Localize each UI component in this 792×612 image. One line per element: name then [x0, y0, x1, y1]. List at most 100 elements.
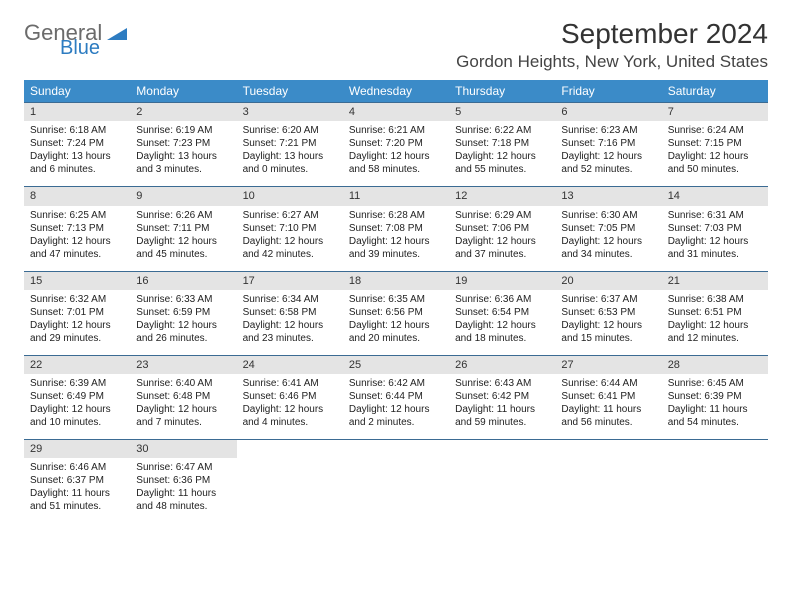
day-number-cell: [343, 440, 449, 459]
sunset-text: Sunset: 6:46 PM: [243, 390, 337, 403]
day-content-cell: Sunrise: 6:44 AMSunset: 6:41 PMDaylight:…: [555, 374, 661, 440]
sunrise-text: Sunrise: 6:28 AM: [349, 209, 443, 222]
daylight-text: Daylight: 12 hours and 2 minutes.: [349, 403, 443, 429]
sunset-text: Sunset: 7:15 PM: [668, 137, 762, 150]
sunrise-text: Sunrise: 6:18 AM: [30, 124, 124, 137]
day-number-cell: 17: [237, 271, 343, 290]
weekday-header: Tuesday: [237, 80, 343, 103]
day-number-cell: [662, 440, 768, 459]
day-content-cell: Sunrise: 6:47 AMSunset: 6:36 PMDaylight:…: [130, 458, 236, 523]
daylight-text: Daylight: 12 hours and 4 minutes.: [243, 403, 337, 429]
sunrise-text: Sunrise: 6:23 AM: [561, 124, 655, 137]
daylight-text: Daylight: 12 hours and 58 minutes.: [349, 150, 443, 176]
day-content-cell: [343, 458, 449, 523]
daylight-text: Daylight: 12 hours and 39 minutes.: [349, 235, 443, 261]
day-number-cell: 18: [343, 271, 449, 290]
logo-text-blue: Blue: [60, 38, 127, 58]
day-content-cell: Sunrise: 6:29 AMSunset: 7:06 PMDaylight:…: [449, 206, 555, 272]
sunrise-text: Sunrise: 6:32 AM: [30, 293, 124, 306]
day-content-cell: [662, 458, 768, 523]
daylight-text: Daylight: 12 hours and 34 minutes.: [561, 235, 655, 261]
day-number-cell: 29: [24, 440, 130, 459]
daylight-text: Daylight: 12 hours and 12 minutes.: [668, 319, 762, 345]
sunset-text: Sunset: 6:51 PM: [668, 306, 762, 319]
sunset-text: Sunset: 6:37 PM: [30, 474, 124, 487]
sunrise-text: Sunrise: 6:45 AM: [668, 377, 762, 390]
day-number-cell: 24: [237, 355, 343, 374]
day-number-cell: 13: [555, 187, 661, 206]
sunrise-text: Sunrise: 6:42 AM: [349, 377, 443, 390]
sunrise-text: Sunrise: 6:26 AM: [136, 209, 230, 222]
weekday-header: Saturday: [662, 80, 768, 103]
sunset-text: Sunset: 6:48 PM: [136, 390, 230, 403]
day-number-cell: 19: [449, 271, 555, 290]
daylight-text: Daylight: 13 hours and 3 minutes.: [136, 150, 230, 176]
day-content-cell: Sunrise: 6:36 AMSunset: 6:54 PMDaylight:…: [449, 290, 555, 356]
day-number-cell: 20: [555, 271, 661, 290]
day-content-cell: Sunrise: 6:43 AMSunset: 6:42 PMDaylight:…: [449, 374, 555, 440]
day-number-cell: 27: [555, 355, 661, 374]
day-content-cell: Sunrise: 6:21 AMSunset: 7:20 PMDaylight:…: [343, 121, 449, 187]
day-content-cell: Sunrise: 6:40 AMSunset: 6:48 PMDaylight:…: [130, 374, 236, 440]
daylight-text: Daylight: 11 hours and 51 minutes.: [30, 487, 124, 513]
weekday-header: Monday: [130, 80, 236, 103]
sunrise-text: Sunrise: 6:25 AM: [30, 209, 124, 222]
page-header: General Blue September 2024 Gordon Heigh…: [24, 18, 768, 72]
sunrise-text: Sunrise: 6:33 AM: [136, 293, 230, 306]
weekday-header: Friday: [555, 80, 661, 103]
sunrise-text: Sunrise: 6:41 AM: [243, 377, 337, 390]
day-number-cell: 2: [130, 103, 236, 122]
sunrise-text: Sunrise: 6:24 AM: [668, 124, 762, 137]
sunrise-text: Sunrise: 6:44 AM: [561, 377, 655, 390]
daylight-text: Daylight: 11 hours and 56 minutes.: [561, 403, 655, 429]
day-content-cell: Sunrise: 6:24 AMSunset: 7:15 PMDaylight:…: [662, 121, 768, 187]
daylight-text: Daylight: 12 hours and 7 minutes.: [136, 403, 230, 429]
sunset-text: Sunset: 7:03 PM: [668, 222, 762, 235]
day-number-cell: [555, 440, 661, 459]
sunrise-text: Sunrise: 6:30 AM: [561, 209, 655, 222]
sunrise-text: Sunrise: 6:21 AM: [349, 124, 443, 137]
day-content-cell: Sunrise: 6:30 AMSunset: 7:05 PMDaylight:…: [555, 206, 661, 272]
sunrise-text: Sunrise: 6:31 AM: [668, 209, 762, 222]
day-number-row: 891011121314: [24, 187, 768, 206]
sunrise-text: Sunrise: 6:39 AM: [30, 377, 124, 390]
day-content-cell: Sunrise: 6:27 AMSunset: 7:10 PMDaylight:…: [237, 206, 343, 272]
day-content-cell: Sunrise: 6:34 AMSunset: 6:58 PMDaylight:…: [237, 290, 343, 356]
day-content-row: Sunrise: 6:46 AMSunset: 6:37 PMDaylight:…: [24, 458, 768, 523]
weekday-header-row: Sunday Monday Tuesday Wednesday Thursday…: [24, 80, 768, 103]
sunset-text: Sunset: 7:05 PM: [561, 222, 655, 235]
sunset-text: Sunset: 6:41 PM: [561, 390, 655, 403]
daylight-text: Daylight: 12 hours and 26 minutes.: [136, 319, 230, 345]
daylight-text: Daylight: 12 hours and 10 minutes.: [30, 403, 124, 429]
day-number-cell: 15: [24, 271, 130, 290]
day-number-cell: 5: [449, 103, 555, 122]
day-content-cell: Sunrise: 6:39 AMSunset: 6:49 PMDaylight:…: [24, 374, 130, 440]
day-number-cell: 25: [343, 355, 449, 374]
day-number-cell: 21: [662, 271, 768, 290]
day-number-cell: 6: [555, 103, 661, 122]
sunrise-text: Sunrise: 6:27 AM: [243, 209, 337, 222]
sunrise-text: Sunrise: 6:37 AM: [561, 293, 655, 306]
title-block: September 2024 Gordon Heights, New York,…: [456, 18, 768, 72]
sunset-text: Sunset: 7:13 PM: [30, 222, 124, 235]
daylight-text: Daylight: 12 hours and 55 minutes.: [455, 150, 549, 176]
sunrise-text: Sunrise: 6:38 AM: [668, 293, 762, 306]
sunrise-text: Sunrise: 6:19 AM: [136, 124, 230, 137]
sunset-text: Sunset: 7:23 PM: [136, 137, 230, 150]
day-content-cell: Sunrise: 6:20 AMSunset: 7:21 PMDaylight:…: [237, 121, 343, 187]
day-number-cell: 12: [449, 187, 555, 206]
day-number-cell: 7: [662, 103, 768, 122]
sunrise-text: Sunrise: 6:20 AM: [243, 124, 337, 137]
sunset-text: Sunset: 6:36 PM: [136, 474, 230, 487]
sunset-text: Sunset: 6:54 PM: [455, 306, 549, 319]
daylight-text: Daylight: 12 hours and 31 minutes.: [668, 235, 762, 261]
day-content-row: Sunrise: 6:18 AMSunset: 7:24 PMDaylight:…: [24, 121, 768, 187]
day-content-row: Sunrise: 6:25 AMSunset: 7:13 PMDaylight:…: [24, 206, 768, 272]
day-number-cell: 28: [662, 355, 768, 374]
day-content-cell: [449, 458, 555, 523]
month-title: September 2024: [456, 18, 768, 50]
sunrise-text: Sunrise: 6:34 AM: [243, 293, 337, 306]
sunset-text: Sunset: 7:11 PM: [136, 222, 230, 235]
day-number-row: 22232425262728: [24, 355, 768, 374]
daylight-text: Daylight: 12 hours and 47 minutes.: [30, 235, 124, 261]
